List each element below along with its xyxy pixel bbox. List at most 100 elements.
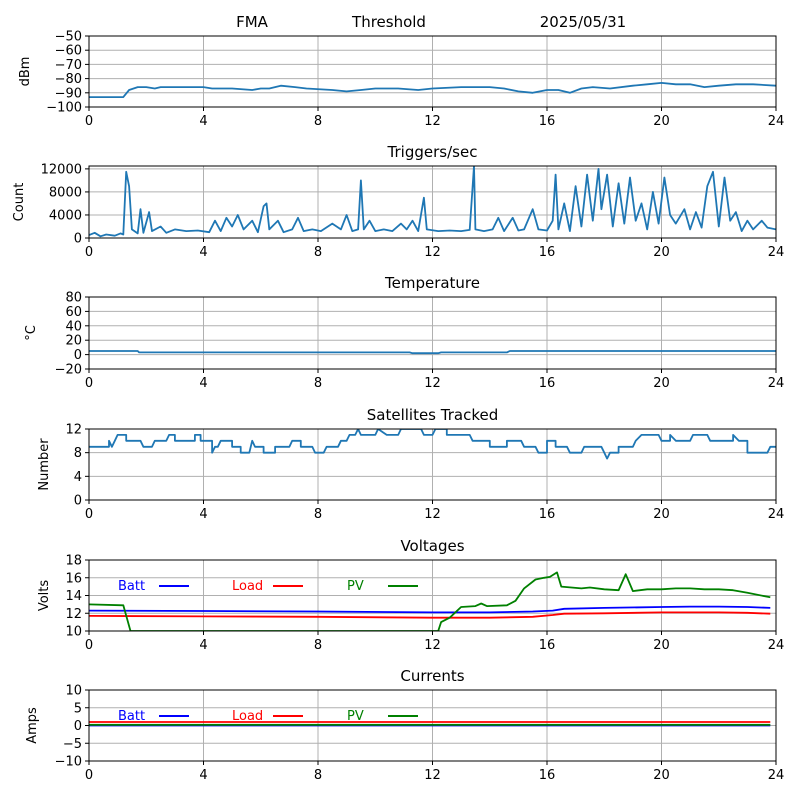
voltages-series-line-batt	[89, 605, 771, 614]
currents-xtick-label: 12	[424, 768, 441, 783]
voltages-ylabel: Volts	[37, 580, 52, 612]
triggers-ytick-label: 12000	[41, 162, 82, 177]
threshold-ytick-label: −100	[46, 101, 82, 116]
voltages-legend-label-pv: PV	[347, 579, 364, 594]
temperature-ytick-label: 40	[65, 319, 82, 334]
currents-ytick-label: 0	[74, 719, 82, 734]
triggers-ylabel: Count	[12, 183, 27, 222]
satellites-xtick-label: 0	[85, 507, 93, 522]
temperature-series-line-0	[89, 350, 776, 355]
temperature-ytick-label: 80	[65, 291, 82, 306]
satellites-ytick-label: 12	[65, 423, 82, 438]
mode-label: Threshold	[351, 13, 426, 31]
triggers-title: Triggers/sec	[387, 143, 478, 161]
satellites-ylabel: Number	[37, 438, 52, 491]
triggers-series-line-0	[89, 166, 776, 238]
voltages-xtick-label: 4	[199, 638, 207, 653]
triggers-xtick-label: 12	[424, 245, 441, 260]
currents-xtick-label: 0	[85, 768, 93, 783]
satellites-xtick-label: 16	[539, 507, 556, 522]
currents-xtick-label: 8	[314, 768, 322, 783]
currents-ytick-label: 5	[74, 701, 82, 716]
satellites-xtick-label: 12	[424, 507, 441, 522]
triggers-xtick-label: 16	[539, 245, 556, 260]
voltages-ytick-label: 16	[65, 571, 82, 586]
voltages-xtick-label: 16	[539, 638, 556, 653]
satellites-ytick-label: 4	[74, 470, 82, 485]
threshold-xtick-label: 8	[314, 114, 322, 129]
satellites-ytick-label: 8	[74, 446, 82, 461]
voltages-title: Voltages	[400, 537, 464, 555]
currents-legend-label-load: Load	[232, 709, 263, 724]
temperature-title: Temperature	[384, 274, 480, 292]
currents-legend-label-batt: Batt	[118, 709, 145, 724]
threshold-ytick-label: −50	[55, 30, 82, 45]
temperature-xtick-label: 4	[199, 376, 207, 391]
temperature-xtick-label: 8	[314, 376, 322, 391]
voltages-legend-label-load: Load	[232, 579, 263, 594]
voltages-ytick-label: 10	[65, 625, 82, 640]
voltages-series-line-pv	[89, 571, 771, 631]
threshold-ylabel: dBm	[18, 57, 33, 87]
currents-ylabel: Amps	[25, 707, 40, 744]
voltages-xtick-label: 12	[424, 638, 441, 653]
threshold-xtick-label: 24	[768, 114, 785, 129]
triggers-ytick-label: 4000	[49, 208, 82, 223]
voltages-xtick-label: 24	[768, 638, 785, 653]
date-label: 2025/05/31	[540, 13, 626, 31]
currents-xtick-label: 20	[653, 768, 670, 783]
voltages-legend-label-batt: Batt	[118, 579, 145, 594]
temperature-ylabel: °C	[24, 325, 39, 341]
satellites-series-line-0	[89, 429, 776, 460]
voltages-xtick-label: 0	[85, 638, 93, 653]
triggers-ytick-label: 0	[74, 232, 82, 247]
threshold-ytick-label: −90	[55, 86, 82, 101]
threshold-ytick-label: −60	[55, 44, 82, 59]
voltages-xtick-label: 20	[653, 638, 670, 653]
threshold-ytick-label: −80	[55, 72, 82, 87]
voltages-series-line-load	[89, 611, 771, 619]
temperature-ytick-label: 60	[65, 305, 82, 320]
threshold-xtick-label: 12	[424, 114, 441, 129]
voltages-ytick-label: 18	[65, 554, 82, 569]
temperature-xtick-label: 24	[768, 376, 785, 391]
temperature-xtick-label: 12	[424, 376, 441, 391]
currents-ytick-label: −10	[55, 755, 82, 770]
satellites-xtick-label: 4	[199, 507, 207, 522]
currents-xtick-label: 24	[768, 768, 785, 783]
currents-title: Currents	[400, 667, 464, 685]
voltages-ytick-label: 14	[65, 589, 82, 604]
voltages-xtick-label: 8	[314, 638, 322, 653]
triggers-xtick-label: 8	[314, 245, 322, 260]
triggers-ytick-label: 8000	[49, 185, 82, 200]
satellites-xtick-label: 8	[314, 507, 322, 522]
triggers-xtick-label: 0	[85, 245, 93, 260]
threshold-xtick-label: 20	[653, 114, 670, 129]
temperature-xtick-label: 0	[85, 376, 93, 391]
triggers-xtick-label: 4	[199, 245, 207, 260]
station-label: FMA	[236, 13, 269, 31]
threshold-xtick-label: 4	[199, 114, 207, 129]
temperature-xtick-label: 16	[539, 376, 556, 391]
currents-xtick-label: 16	[539, 768, 556, 783]
currents-legend-label-pv: PV	[347, 709, 364, 724]
satellites-ytick-label: 0	[74, 494, 82, 509]
temperature-xtick-label: 20	[653, 376, 670, 391]
threshold-xtick-label: 16	[539, 114, 556, 129]
satellites-xtick-label: 20	[653, 507, 670, 522]
currents-xtick-label: 4	[199, 768, 207, 783]
voltages-ytick-label: 12	[65, 607, 82, 622]
triggers-xtick-label: 24	[768, 245, 785, 260]
temperature-ytick-label: −20	[55, 363, 82, 378]
satellites-xtick-label: 24	[768, 507, 785, 522]
threshold-xtick-label: 0	[85, 114, 93, 129]
currents-ytick-label: 10	[65, 684, 82, 699]
currents-ytick-label: −5	[63, 737, 82, 752]
threshold-ytick-label: −70	[55, 58, 82, 73]
satellites-title: Satellites Tracked	[367, 406, 498, 424]
threshold-series-line-0	[89, 82, 776, 98]
temperature-ytick-label: 20	[65, 334, 82, 349]
temperature-ytick-label: 0	[74, 348, 82, 363]
